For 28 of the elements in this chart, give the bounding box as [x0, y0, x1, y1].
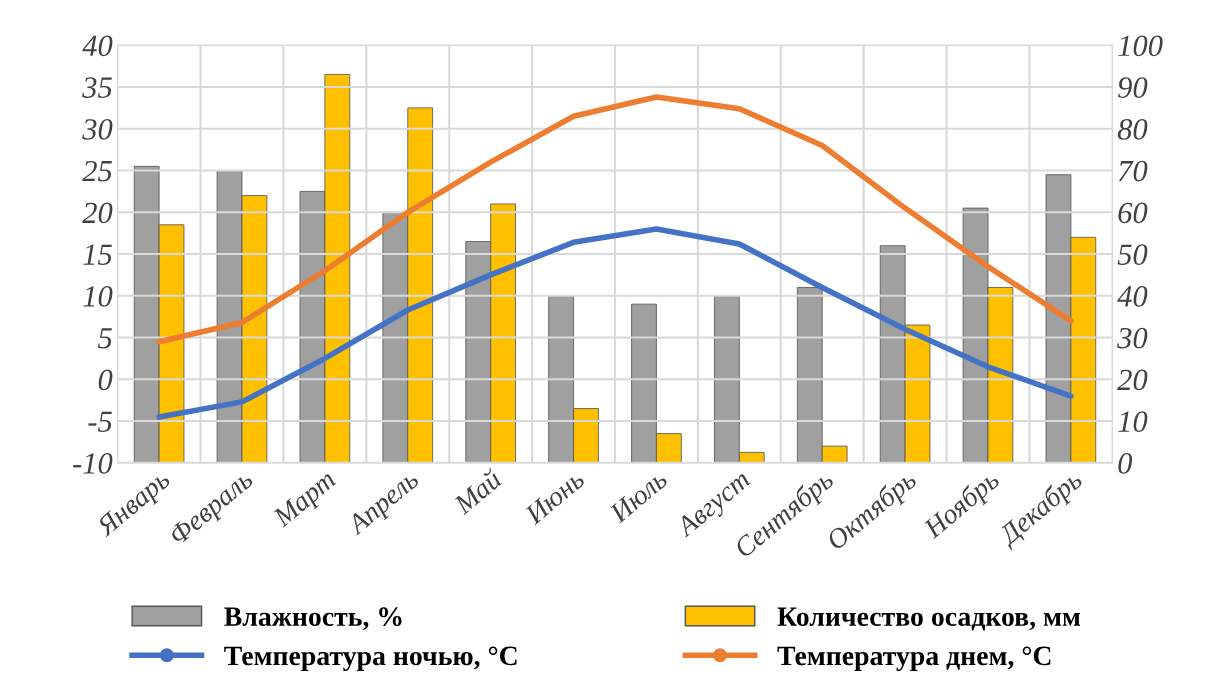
y-tick-label: 10: [83, 286, 113, 307]
y2-tick-label: 60: [1118, 202, 1148, 224]
y-tick-label: -5: [88, 411, 112, 432]
y2-tick-label: 40: [1117, 286, 1148, 307]
y2-tick-label: 50: [1117, 244, 1148, 265]
y2-tick-label: 30: [1117, 327, 1148, 349]
y-tick-label: 20: [82, 202, 113, 224]
y-tick-label: 40: [82, 35, 113, 57]
y2-tick-label: 0: [1118, 453, 1133, 474]
y2-tick-label: 80: [1117, 119, 1148, 140]
legend-label: Температура ночью, °C: [224, 646, 517, 671]
y-tick-label: 0: [98, 369, 113, 391]
y2-tick-label: 70: [1118, 160, 1148, 182]
y2-tick-label: 100: [1118, 35, 1163, 57]
y-tick-label: -10: [73, 453, 113, 474]
y2-tick-label: 90: [1118, 77, 1148, 98]
y-tick-label: 25: [82, 160, 112, 182]
legend-label: Температура днем, °C: [777, 646, 1051, 671]
x-tick-label: Июль: [608, 469, 669, 524]
legend-label: Количество осадков, мм: [777, 607, 1081, 631]
y2-tick-label: 10: [1118, 411, 1148, 432]
legend-label: Влажность, %: [224, 607, 402, 631]
x-tick-label: Май: [451, 467, 504, 516]
y-tick-label: 5: [98, 328, 112, 349]
y-tick-label: 15: [83, 244, 112, 265]
y-tick-label: 35: [82, 77, 112, 98]
y2-tick-label: 20: [1117, 369, 1148, 391]
y-tick-label: 30: [82, 119, 113, 140]
